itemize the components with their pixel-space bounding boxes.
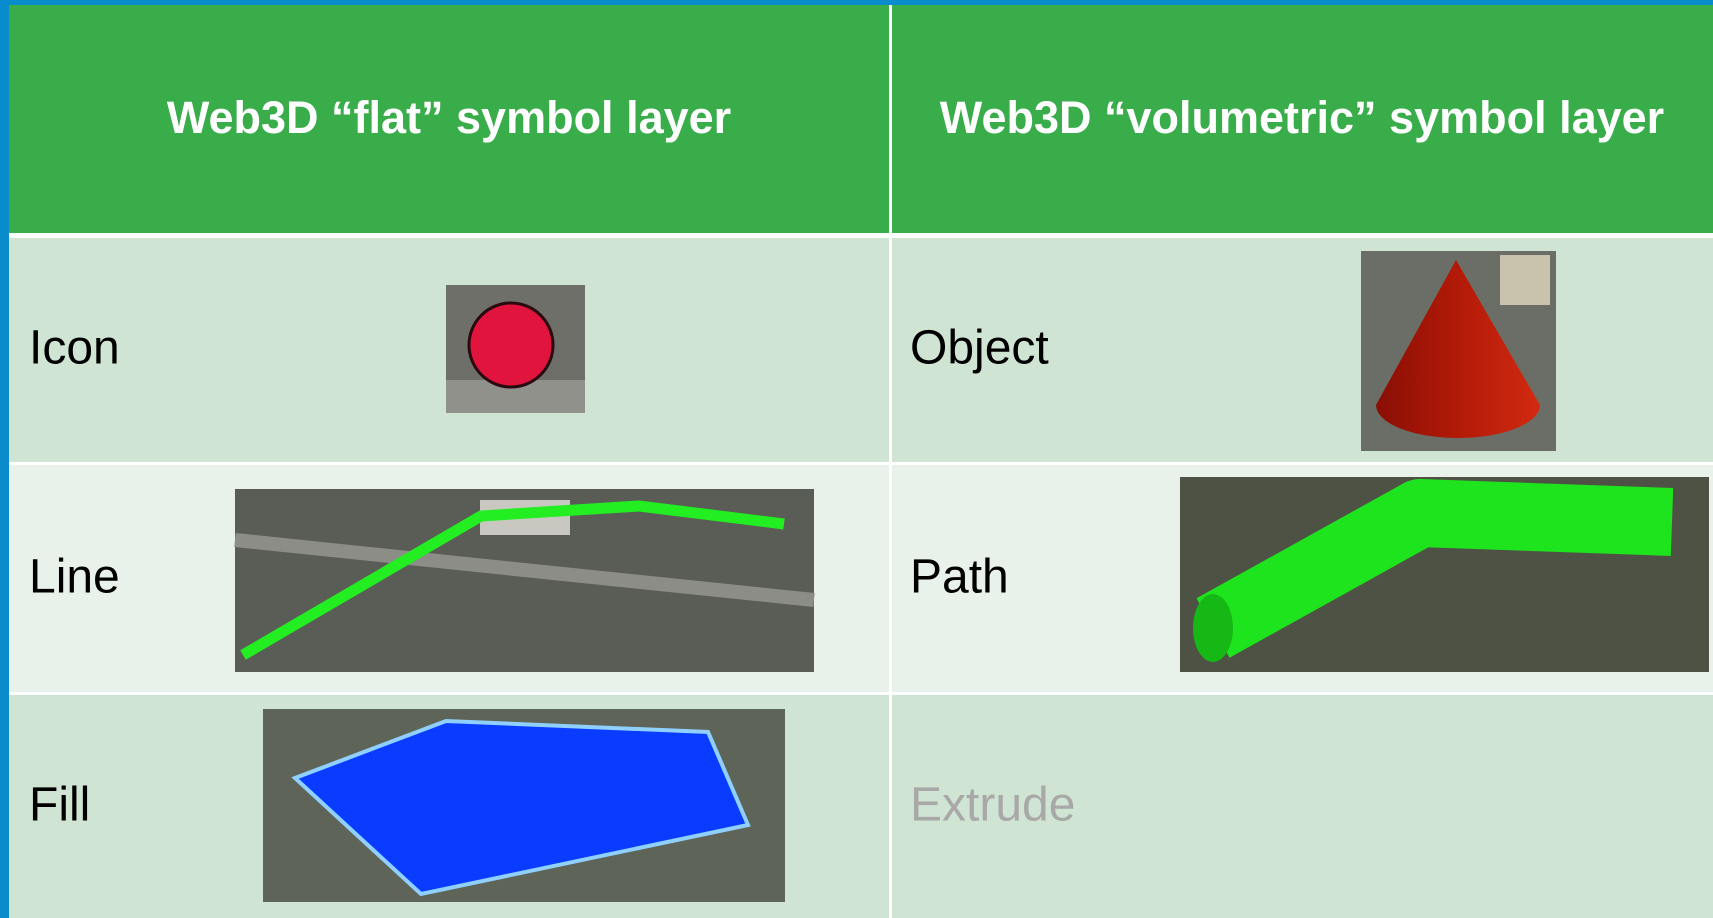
table-cell bbox=[892, 695, 1713, 918]
fill-image bbox=[263, 709, 785, 902]
slide-border bbox=[0, 0, 1713, 5]
column-header: Web3D “volumetric” symbol layer bbox=[940, 92, 1664, 143]
row-label: Path bbox=[910, 551, 1009, 604]
row-label: Object bbox=[910, 322, 1049, 375]
column-header: Web3D “flat” symbol layer bbox=[167, 92, 731, 143]
header-cell bbox=[892, 5, 1713, 233]
line-image bbox=[234, 489, 815, 672]
row-label: Line bbox=[29, 551, 120, 604]
icon-image bbox=[446, 285, 585, 413]
row-label: Fill bbox=[29, 779, 90, 832]
path-image bbox=[1180, 477, 1709, 672]
object-image bbox=[1361, 251, 1556, 451]
row-label: Icon bbox=[29, 322, 120, 375]
header-cell bbox=[9, 5, 889, 233]
slide-border bbox=[0, 0, 9, 918]
table-cell bbox=[892, 238, 1713, 462]
row-label: Extrude bbox=[910, 779, 1075, 832]
